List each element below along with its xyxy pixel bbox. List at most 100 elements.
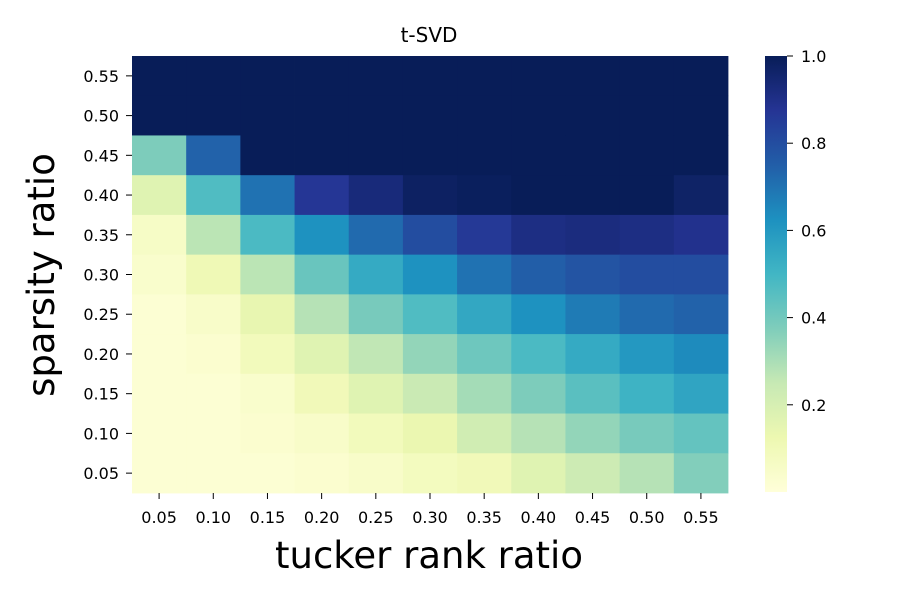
- heatmap-cell: [240, 56, 295, 97]
- y-tick-label: 0.35: [83, 226, 119, 245]
- heatmap-cell: [619, 413, 675, 454]
- heatmap-cell: [294, 175, 350, 216]
- heatmap-cell: [132, 175, 187, 216]
- heatmap-cell: [565, 214, 621, 256]
- heatmap-cell: [348, 95, 404, 136]
- colorbar: [765, 56, 787, 492]
- heatmap-cell: [132, 453, 187, 494]
- heatmap-cell: [511, 214, 566, 256]
- heatmap-cell: [186, 334, 241, 375]
- heatmap-cell: [240, 214, 295, 256]
- x-axis-ticks: 0.05 0.10 0.15 0.20 0.25 0.30 0.35 0.40 0.45 0.50…: [141, 493, 719, 527]
- y-tick-label: 0.50: [83, 107, 119, 126]
- heatmap-cell: [186, 453, 241, 494]
- heatmap-cell: [619, 254, 675, 295]
- x-tick-label: 0.15: [250, 508, 286, 527]
- heatmap-cell: [619, 214, 675, 256]
- heatmap-cell: [132, 135, 187, 176]
- heatmap-cell: [673, 254, 729, 295]
- colorbar-tick-label: 0.6: [801, 221, 826, 240]
- heatmap-cell: [565, 175, 621, 216]
- heatmap-cell: [294, 413, 350, 454]
- heatmap-cell: [186, 175, 241, 216]
- x-tick-label: 0.45: [575, 508, 611, 527]
- heatmap-cell: [348, 413, 404, 454]
- colorbar-ticks: 0.2 0.4 0.6 0.8 1.0: [787, 47, 826, 415]
- heatmap-cell: [619, 373, 675, 414]
- heatmap-cell: [457, 334, 512, 375]
- y-tick-label: 0.55: [83, 67, 119, 86]
- heatmap-cell: [186, 214, 241, 256]
- heatmap-cell: [132, 214, 187, 256]
- heatmap-cell: [673, 373, 729, 414]
- heatmap-cell: [240, 294, 295, 335]
- y-tick-label: 0.15: [83, 385, 119, 404]
- heatmap-cell: [402, 175, 458, 216]
- heatmap-cell: [457, 95, 512, 136]
- heatmap-cell: [511, 373, 566, 414]
- heatmap-cell: [565, 334, 621, 375]
- heatmap-cell: [673, 453, 729, 494]
- heatmap-cell: [186, 56, 241, 97]
- heatmap-cell: [240, 413, 295, 454]
- colorbar-tick-label: 0.4: [801, 309, 826, 328]
- heatmap-cell: [457, 294, 512, 335]
- heatmap-cell: [565, 453, 621, 494]
- heatmap-cell: [457, 135, 512, 176]
- x-tick-label: 0.35: [466, 508, 502, 527]
- heatmap-cell: [457, 56, 512, 97]
- heatmap-cell: [457, 413, 512, 454]
- x-tick-label: 0.30: [412, 508, 448, 527]
- heatmap-cell: [619, 294, 675, 335]
- chart-title: t-SVD: [401, 23, 458, 47]
- colorbar-tick-label: 0.8: [801, 134, 826, 153]
- heatmap-cell: [565, 56, 621, 97]
- heatmap-cell: [294, 254, 350, 295]
- heatmap-cell: [348, 56, 404, 97]
- heatmap-cell: [619, 334, 675, 375]
- heatmap-cell: [294, 294, 350, 335]
- x-axis-label: tucker rank ratio: [275, 534, 583, 577]
- heatmap-cell: [673, 175, 729, 216]
- heatmap-cells: [132, 56, 729, 494]
- heatmap-cell: [565, 294, 621, 335]
- heatmap-cell: [673, 56, 729, 97]
- heatmap-cell: [457, 254, 512, 295]
- heatmap-cell: [402, 413, 458, 454]
- heatmap-cell: [186, 135, 241, 176]
- heatmap-cell: [186, 95, 241, 136]
- heatmap-cell: [402, 254, 458, 295]
- heatmap-cell: [348, 214, 404, 256]
- x-tick-label: 0.10: [195, 508, 231, 527]
- heatmap-cell: [565, 373, 621, 414]
- heatmap-cell: [402, 373, 458, 414]
- heatmap-cell: [673, 214, 729, 256]
- heatmap-cell: [619, 175, 675, 216]
- y-tick-label: 0.25: [83, 305, 119, 324]
- y-tick-label: 0.20: [83, 345, 119, 364]
- heatmap-cell: [511, 95, 566, 136]
- heatmap-cell: [457, 453, 512, 494]
- heatmap-cell: [240, 135, 295, 176]
- heatmap-cell: [240, 95, 295, 136]
- heatmap-cell: [457, 175, 512, 216]
- heatmap-cell: [294, 95, 350, 136]
- y-axis-ticks: 0.55 0.50 0.45 0.40 0.35 0.30 0.25 0.20 0.15 0.10…: [83, 67, 132, 483]
- x-tick-label: 0.20: [304, 508, 340, 527]
- heatmap-cell: [348, 373, 404, 414]
- colorbar-tick-label: 0.2: [801, 396, 826, 415]
- heatmap-cell: [511, 294, 566, 335]
- heatmap-cell: [565, 135, 621, 176]
- heatmap-cell: [294, 453, 350, 494]
- heatmap-cell: [457, 373, 512, 414]
- heatmap-cell: [511, 413, 566, 454]
- heatmap-cell: [240, 254, 295, 295]
- heatmap-cell: [402, 56, 458, 97]
- heatmap-cell: [673, 95, 729, 136]
- heatmap-cell: [348, 334, 404, 375]
- heatmap-cell: [132, 95, 187, 136]
- heatmap-cell: [132, 373, 187, 414]
- x-tick-label: 0.25: [358, 508, 394, 527]
- heatmap-cell: [294, 214, 350, 256]
